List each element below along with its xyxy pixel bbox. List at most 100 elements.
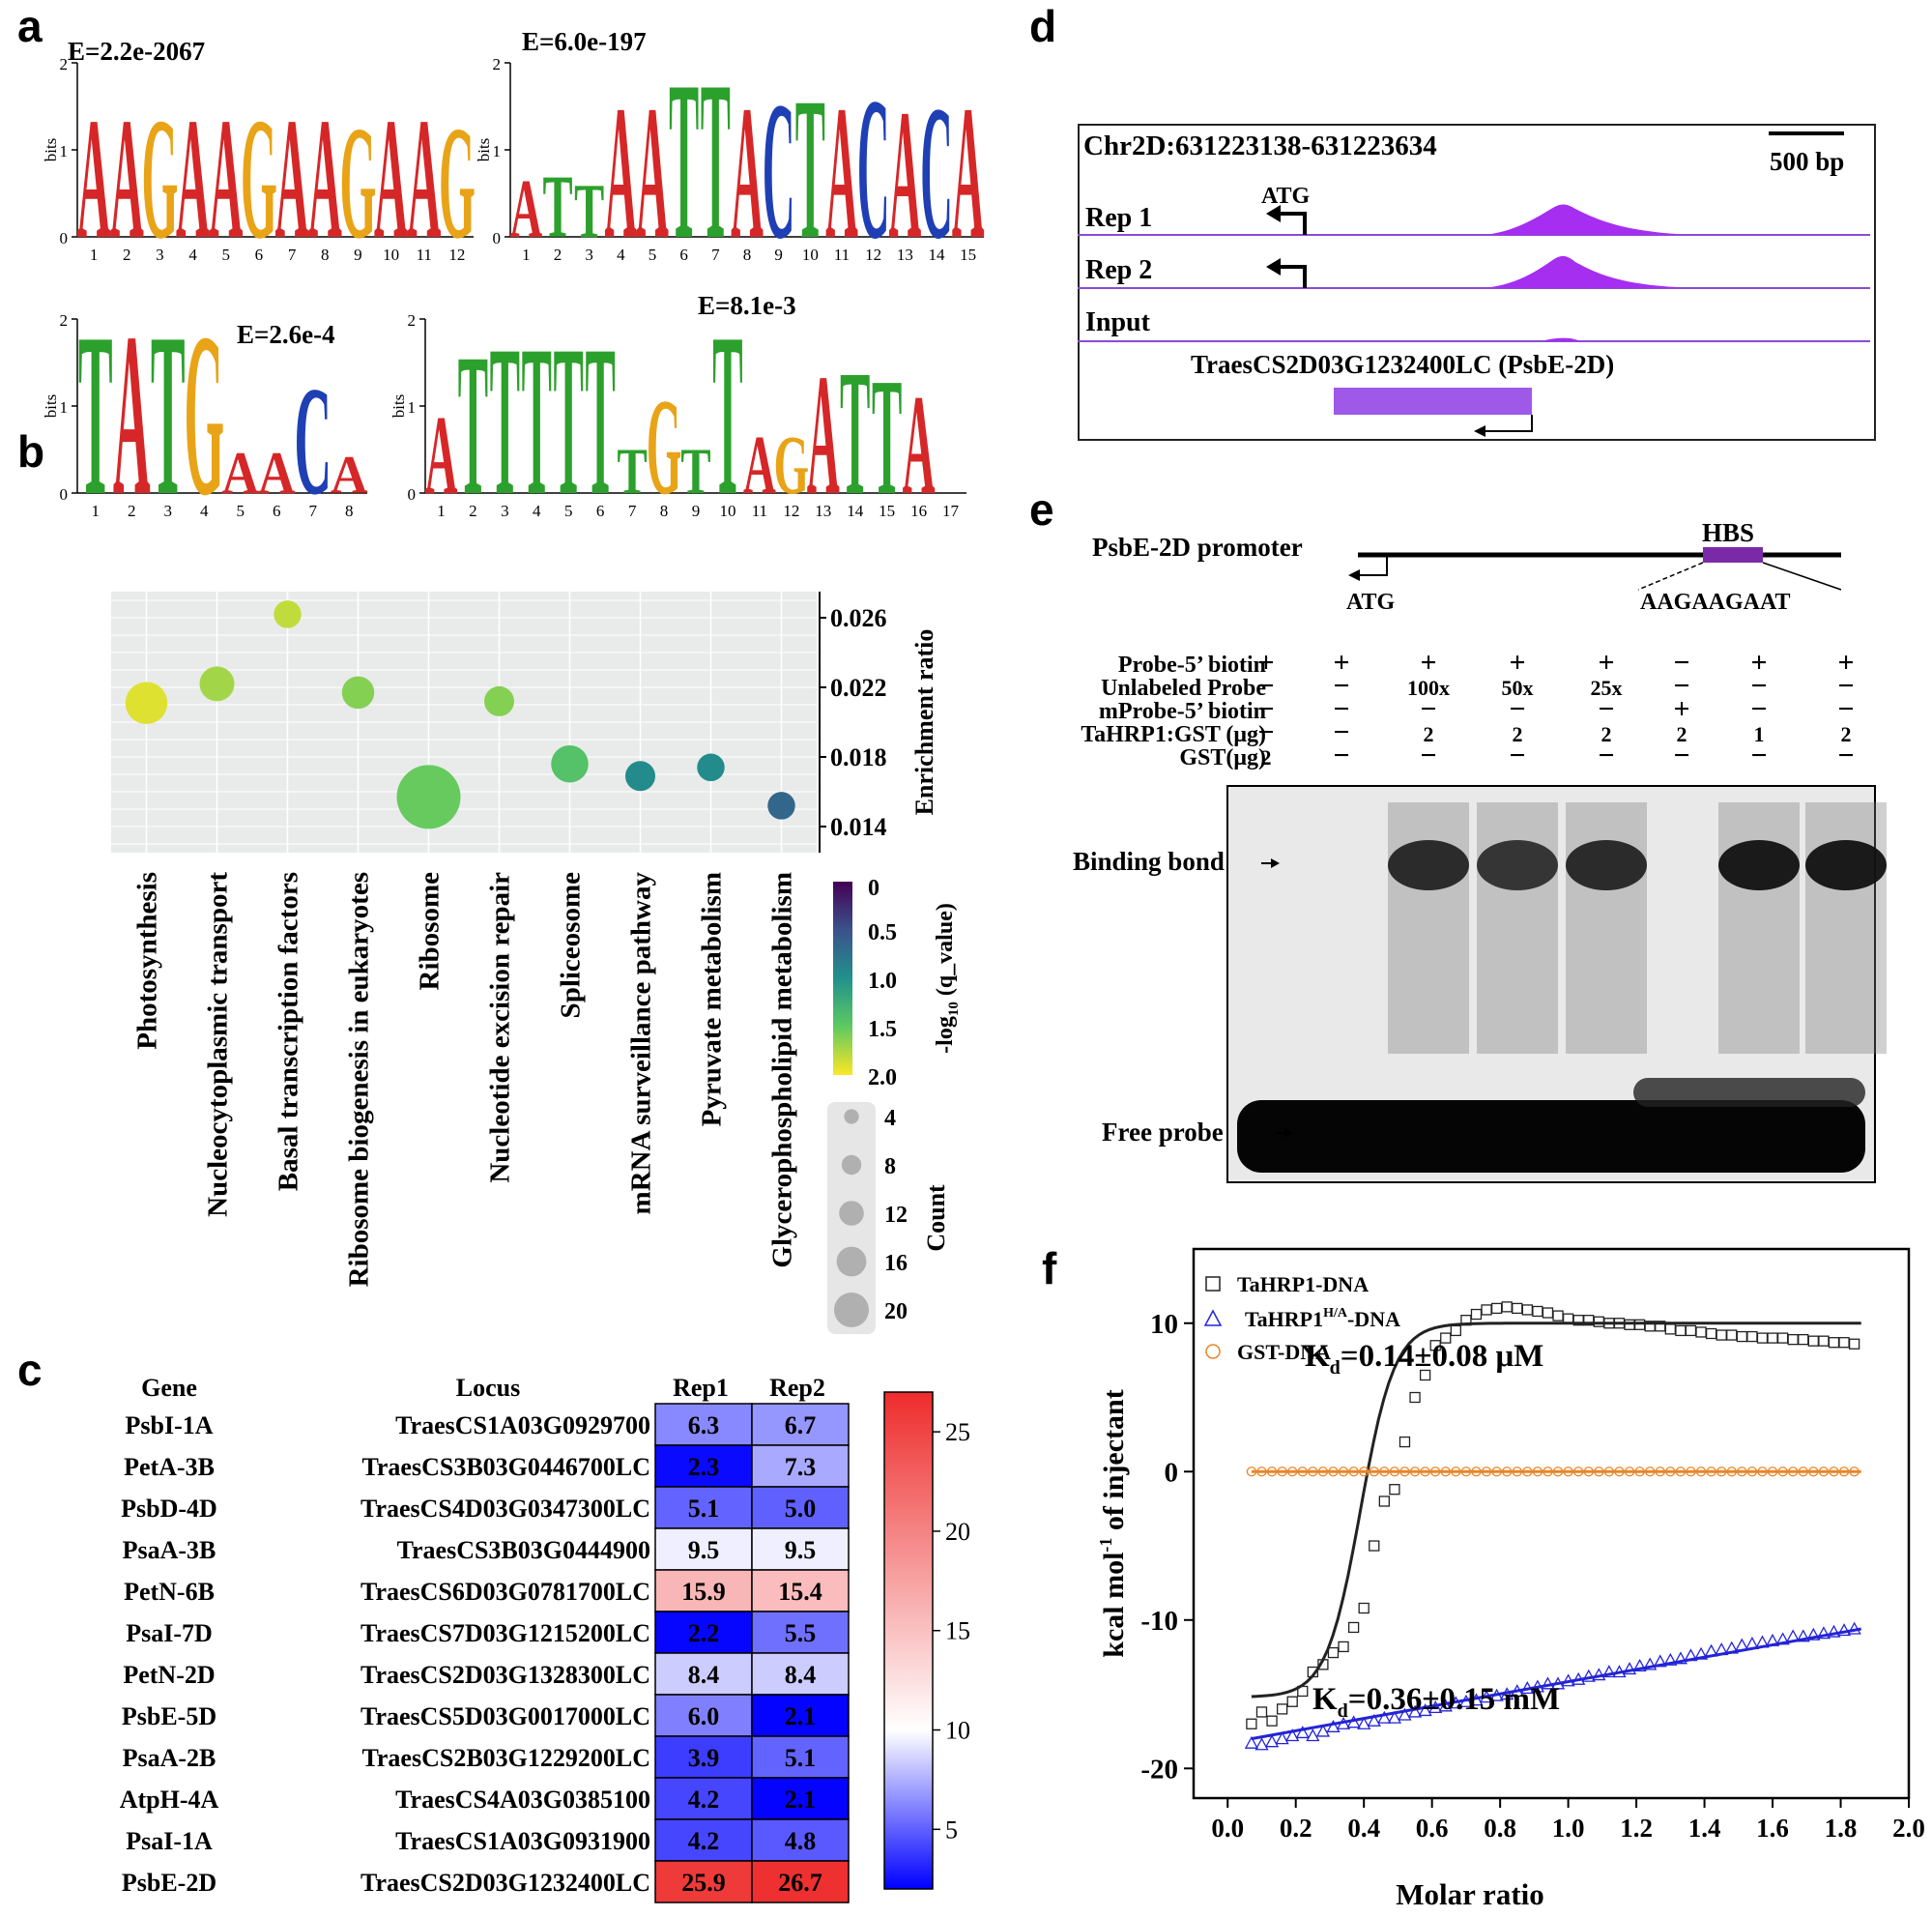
atg-arrow-1 xyxy=(1266,205,1281,222)
category-label: Ribosome biogenesis in eukaryotes xyxy=(344,872,375,1287)
kd-annotation-2: Kd=0.36±0.15 mM xyxy=(1312,1682,1560,1722)
data-point xyxy=(1715,1642,1729,1656)
color-legend-bar xyxy=(833,882,852,1075)
colorbar-tick: 20 xyxy=(945,1518,970,1546)
data-point xyxy=(1736,1330,1747,1343)
gene-name: PsaA-2B xyxy=(123,1744,216,1772)
heat-value-rep2: 7.3 xyxy=(785,1453,817,1481)
data-point xyxy=(1706,1467,1716,1477)
data-point xyxy=(1561,1673,1575,1687)
table-row: PsaI-7D TraesCS7D03G1215200LC 2.2 5.5 xyxy=(126,1611,850,1654)
emsa-cell: − xyxy=(1750,693,1767,725)
heat-cell-rep1 xyxy=(654,1444,753,1488)
logo-letter: A xyxy=(825,67,858,279)
logo-position: 8 xyxy=(660,502,669,520)
data-point xyxy=(1470,1308,1483,1321)
logo-letter: A xyxy=(374,81,408,276)
data-point xyxy=(1695,1467,1707,1477)
color-legend-title: -log10 (q_value) xyxy=(933,903,962,1054)
emsa-row-label: TaHRP1:GST (μg) xyxy=(1081,722,1266,747)
data-point xyxy=(1428,1699,1443,1714)
logo-ylabel: bits xyxy=(475,138,493,162)
data-point xyxy=(1277,1467,1287,1477)
emsa-cell: 50x xyxy=(1502,676,1534,700)
emsa-cell: + xyxy=(1598,647,1614,679)
logo-letter: T xyxy=(458,313,488,527)
gene-direction-arrow xyxy=(1474,425,1485,437)
data-point xyxy=(1735,1638,1749,1651)
logo-letter: T xyxy=(585,301,615,527)
panel-label-e: e xyxy=(1029,484,1054,535)
data-point xyxy=(1583,1467,1594,1477)
logo-letter: G xyxy=(774,420,810,512)
data-point xyxy=(1328,1467,1339,1477)
data-point xyxy=(1827,1624,1841,1638)
logo-letter: C xyxy=(763,62,795,280)
data-point xyxy=(1512,1302,1523,1315)
heat-cell-rep2 xyxy=(751,1444,850,1488)
data-point xyxy=(1479,1690,1494,1703)
data-point xyxy=(1724,1641,1739,1654)
colorbar-tick: 25 xyxy=(945,1418,970,1446)
data-point xyxy=(1532,1305,1543,1318)
data-point xyxy=(1295,1726,1310,1739)
logo-letter: G xyxy=(647,371,682,524)
logo-position: 6 xyxy=(679,246,688,264)
size-legend-title: Count xyxy=(922,1184,950,1252)
itc-xtick: 0.8 xyxy=(1484,1814,1516,1843)
logo-position: 3 xyxy=(501,502,509,520)
emsa-cell: − xyxy=(1598,740,1614,771)
binding-band xyxy=(1566,840,1647,890)
locus-id: TraesCS2D03G1328300LC xyxy=(360,1661,650,1689)
data-point xyxy=(1737,1467,1747,1477)
emsa-cell: − xyxy=(1257,670,1274,702)
locus-id: TraesCS3B03G0444900 xyxy=(397,1536,650,1564)
data-point xyxy=(1765,1633,1780,1646)
emsa-cell: − xyxy=(1598,693,1614,725)
logo-position: 2 xyxy=(128,502,136,520)
fit-line xyxy=(1251,1322,1861,1699)
data-point xyxy=(1481,1304,1492,1316)
logo-ylabel: bits xyxy=(389,394,408,419)
data-point xyxy=(1786,1629,1801,1642)
logo-ytick: 1 xyxy=(60,142,69,160)
logo-evalue: E=8.1e-3 xyxy=(698,291,796,320)
data-point xyxy=(1522,1467,1533,1477)
logo-letter: G xyxy=(241,81,277,276)
emsa-cell: − xyxy=(1837,670,1854,702)
itc-xtick: 0.6 xyxy=(1416,1814,1449,1843)
logo-position: 5 xyxy=(222,246,231,264)
data-point xyxy=(1653,1654,1667,1668)
heat-cell-rep2 xyxy=(751,1818,850,1862)
heat-cell-rep1 xyxy=(654,1569,753,1612)
data-point xyxy=(1490,1302,1503,1315)
logo-letter: A xyxy=(888,73,921,278)
heat-value-rep1: 15.9 xyxy=(681,1578,726,1606)
logo-position: 5 xyxy=(564,502,573,520)
itc-xtick: 1.4 xyxy=(1688,1814,1721,1843)
data-point xyxy=(1745,1636,1759,1649)
size-legend-circle xyxy=(839,1201,864,1226)
emsa-cell: − xyxy=(1509,740,1525,771)
atg-label: ATG xyxy=(1261,184,1311,209)
logo-position: 7 xyxy=(628,502,637,520)
itc-xtick: 2.0 xyxy=(1892,1814,1925,1843)
data-point xyxy=(1726,1329,1738,1341)
logo-letter: G xyxy=(141,81,178,276)
data-point xyxy=(1655,1467,1665,1477)
logo-position: 14 xyxy=(847,502,864,520)
size-legend-circle xyxy=(836,1246,867,1277)
logo-letter: T xyxy=(542,157,572,257)
itc-xtick: 1.8 xyxy=(1825,1814,1858,1843)
itc-xtick: 0.2 xyxy=(1280,1814,1312,1843)
logo-letter: A xyxy=(731,67,764,279)
bubble-5 xyxy=(484,685,514,716)
table-row: PsaA-3B TraesCS3B03G0444900 9.5 9.5 xyxy=(123,1527,850,1571)
data-point xyxy=(1847,1621,1861,1635)
data-point xyxy=(1287,1467,1298,1477)
logo-letter: T xyxy=(490,301,520,527)
logo-position: 3 xyxy=(164,502,173,520)
logo-ytick: 0 xyxy=(408,485,417,504)
emsa-cell: − xyxy=(1509,693,1525,725)
itc-xtick: 1.0 xyxy=(1552,1814,1585,1843)
